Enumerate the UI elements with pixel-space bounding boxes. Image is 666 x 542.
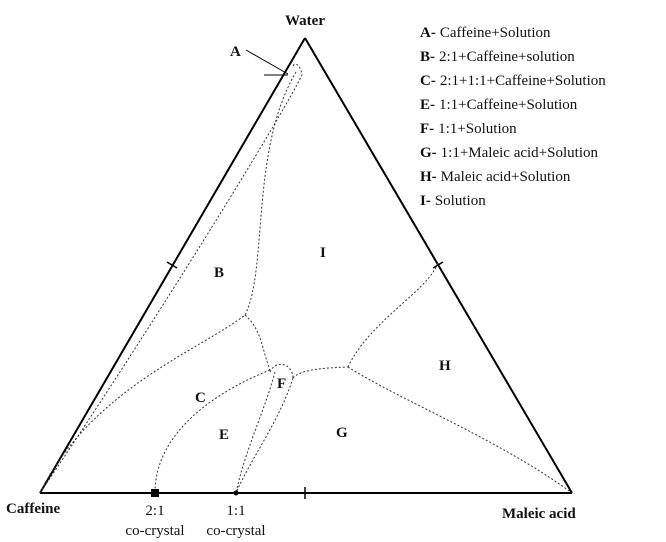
legend: A- Caffeine+Solution B- 2:1+Caffeine+soluti… (420, 25, 606, 209)
legend-text: 1:1+Maleic acid+Solution (441, 145, 599, 161)
legend-text: 1:1+Caffeine+Solution (439, 97, 578, 113)
legend-entry: A- Caffeine+Solution (420, 25, 551, 41)
region-label: C (195, 390, 206, 406)
region-label: F (277, 376, 286, 392)
vertex-label: Maleic acid (502, 506, 576, 522)
legend-entry: C- 2:1+1:1+Caffeine+Solution (420, 73, 606, 89)
cocrystal-ratio: 2:1 (145, 503, 164, 519)
legend-text: 2:1+Caffeine+solution (439, 49, 575, 65)
legend-key: A- (420, 25, 436, 41)
region-label: E (219, 427, 229, 443)
boundary (347, 261, 439, 368)
cocrystal-ratio: 1:1 (226, 503, 245, 519)
legend-key: I- (420, 193, 431, 209)
legend-text: 2:1+1:1+Caffeine+Solution (440, 73, 606, 89)
cocrystal-marker (233, 490, 239, 496)
pointer-line (245, 49, 289, 75)
cocrystal-label: co-crystal (125, 523, 184, 539)
boundary (235, 371, 276, 494)
legend-key: H- (420, 169, 437, 185)
legend-key: B- (420, 49, 435, 65)
legend-key: G- (420, 145, 437, 161)
region-label: A (230, 44, 241, 60)
legend-key: C- (420, 73, 436, 89)
legend-entry: F- 1:1+Solution (420, 121, 517, 137)
boundary (235, 377, 294, 494)
legend-entry: G- 1:1+Maleic acid+Solution (420, 145, 598, 161)
boundary (244, 314, 271, 371)
region-label: B (214, 265, 224, 281)
legend-key: E- (420, 97, 435, 113)
boundary (39, 71, 297, 494)
boundary (154, 369, 271, 494)
region-label: H (439, 358, 451, 374)
edge-tick (432, 261, 444, 269)
vertex-label: Water (285, 13, 325, 29)
cocrystal-marker (151, 489, 159, 497)
legend-entry: H- Maleic acid+Solution (420, 169, 571, 185)
legend-text: Maleic acid+Solution (441, 169, 571, 185)
boundary (269, 363, 294, 379)
cocrystal-label: co-crystal (206, 523, 265, 539)
legend-entry: I- Solution (420, 193, 486, 209)
edge-tick (166, 261, 178, 269)
legend-entry: E- 1:1+Caffeine+Solution (420, 97, 578, 113)
boundary (39, 63, 303, 494)
legend-entry: B- 2:1+Caffeine+solution (420, 49, 575, 65)
region-label: I (320, 245, 326, 261)
vertex-label: Caffeine (6, 501, 60, 517)
legend-key: F- (420, 121, 434, 137)
boundary (292, 366, 349, 379)
region-label: G (336, 425, 348, 441)
legend-text: Caffeine+Solution (440, 25, 551, 41)
triangle (39, 37, 573, 499)
boundaries (39, 63, 573, 494)
legend-text: 1:1+Solution (438, 121, 517, 137)
legend-text: Solution (435, 193, 486, 209)
boundary (347, 366, 573, 494)
